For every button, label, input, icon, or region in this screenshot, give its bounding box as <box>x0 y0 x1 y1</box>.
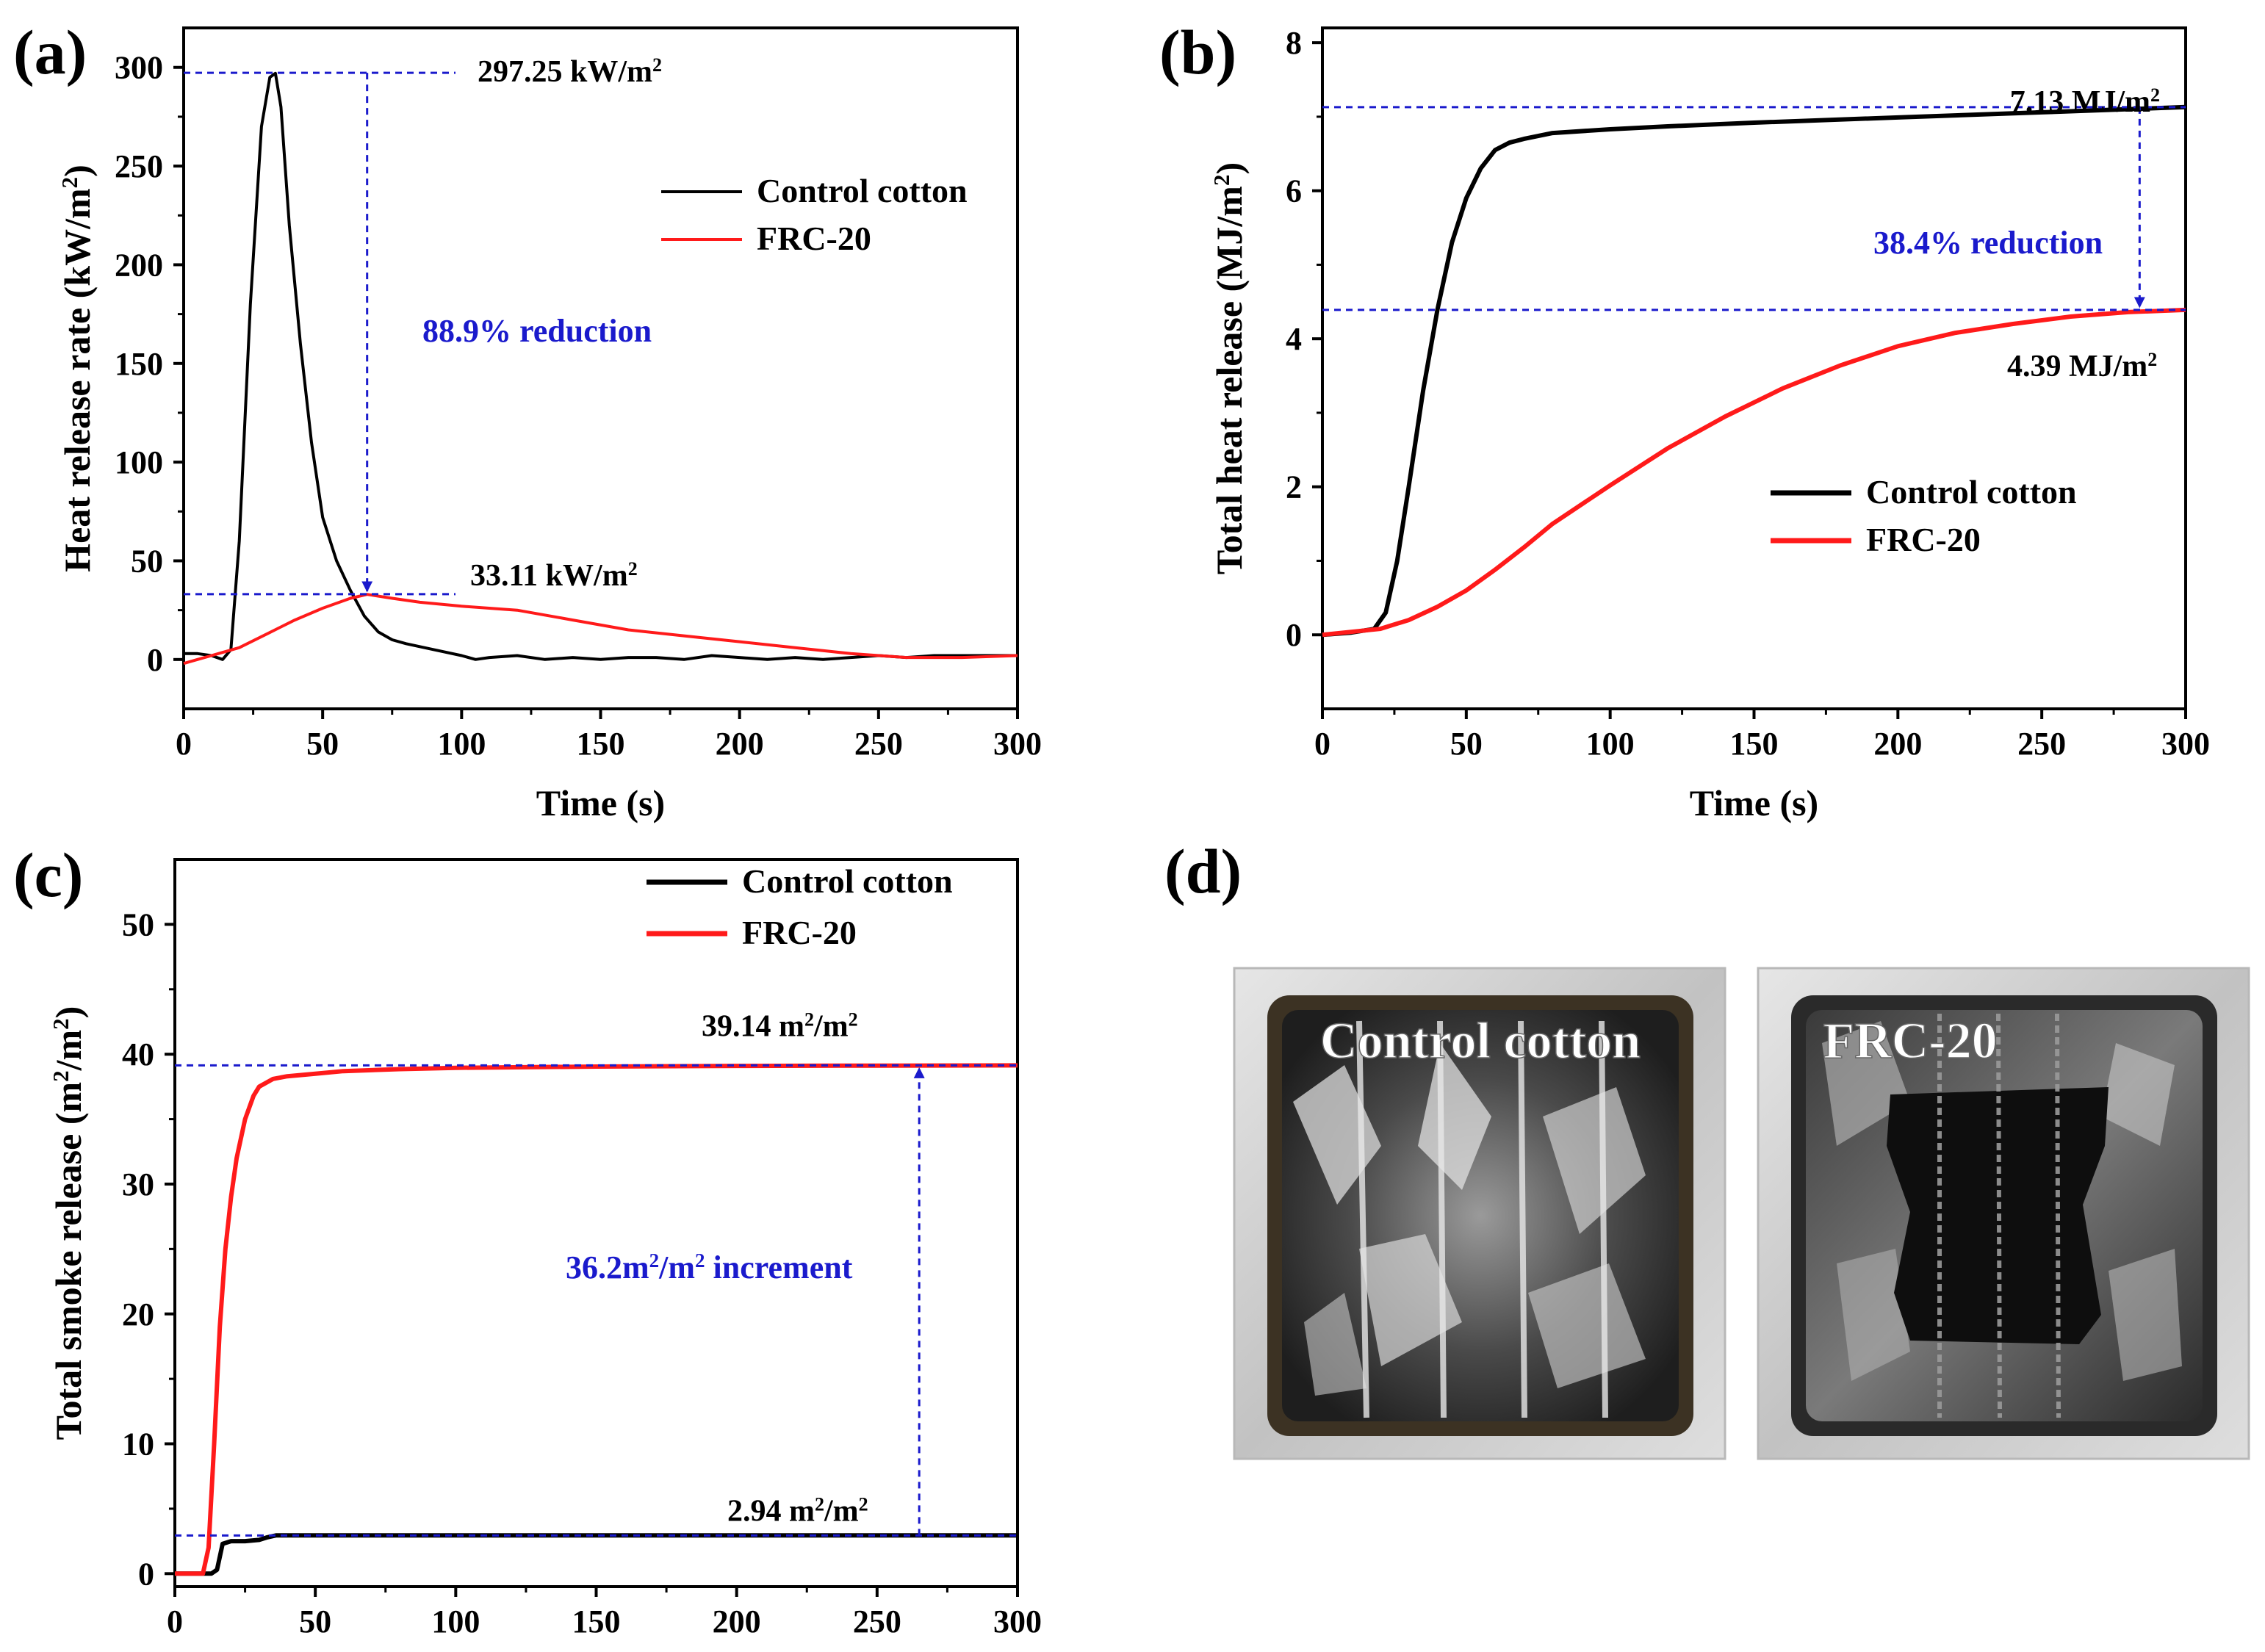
x-tick-label: 0 <box>176 726 192 762</box>
y-tick-label: 50 <box>131 543 163 579</box>
legend-label-frc20: FRC-20 <box>757 220 871 257</box>
y-tick-label: 200 <box>115 247 163 283</box>
y-tick-label: 4 <box>1286 321 1302 357</box>
x-tick-label: 100 <box>431 1604 480 1640</box>
panel-d-label: (d) <box>1164 836 1242 906</box>
x-tick-label: 50 <box>306 726 339 762</box>
panel-a-label: (a) <box>13 17 87 87</box>
x-tick-label: 250 <box>2017 726 2066 762</box>
legend-label-control: Control cotton <box>1866 473 2077 511</box>
x-tick-label: 100 <box>1586 726 1635 762</box>
y-tick-label: 0 <box>138 1556 154 1592</box>
control-cotton-caption: Control cotton <box>1320 1013 1641 1070</box>
control-cotton-line <box>1322 104 2186 638</box>
legend: Control cotton FRC-20 <box>647 862 953 951</box>
y-tick-label: 40 <box>122 1036 154 1072</box>
legend: Control cotton FRC-20 <box>661 172 968 257</box>
y-tick-label: 30 <box>122 1166 154 1202</box>
legend-label-control: Control cotton <box>757 172 968 209</box>
annotation-peak-frc20: 33.11 kW/m2 <box>470 558 638 593</box>
x-tick-label: 300 <box>2161 726 2210 762</box>
annotation-control-final: 2.94 m2/m2 <box>727 1493 868 1529</box>
x-tick-label: 150 <box>572 1604 621 1640</box>
y-tick-label: 100 <box>115 444 163 480</box>
x-tick-label: 0 <box>1314 726 1330 762</box>
x-tick-label: 150 <box>577 726 625 762</box>
control-cotton-photo: Control cotton <box>1233 967 1726 1460</box>
frc20-line <box>1322 307 2186 638</box>
x-tick-label: 200 <box>713 1604 761 1640</box>
x-tick-label: 50 <box>1450 726 1483 762</box>
annotation-control-final: 7.13 MJ/m2 <box>2010 84 2160 120</box>
annotation-reduction: 38.4% reduction <box>1873 225 2103 261</box>
legend: Control cotton FRC-20 <box>1771 473 2077 558</box>
control-cotton-line <box>175 1533 1018 1576</box>
y-tick-label: 0 <box>1286 617 1302 653</box>
y-axis-label: Heat release rate (kW/m2) <box>57 165 98 572</box>
x-tick-label: 150 <box>1730 726 1779 762</box>
x-axis-label: Time (s) <box>1690 782 1818 823</box>
panel-b: (b) 0 50 100 150 200 250 300 0 2 4 6 8 Time (s) Total … <box>1159 17 2210 823</box>
y-tick-label: 0 <box>147 642 163 678</box>
x-tick-label: 0 <box>167 1604 183 1640</box>
x-tick-label: 250 <box>854 726 903 762</box>
x-tick-label: 200 <box>1873 726 1922 762</box>
annotation-frc20-final: 4.39 MJ/m2 <box>2007 349 2157 384</box>
frc20-photo: FRC-20 <box>1757 967 2250 1460</box>
x-tick-label: 50 <box>299 1604 331 1640</box>
legend-label-frc20: FRC-20 <box>1866 521 1981 558</box>
y-tick-label: 300 <box>115 50 163 86</box>
plot-frame <box>173 858 1019 1588</box>
panel-b-label: (b) <box>1159 17 1236 87</box>
panel-c-label: (c) <box>13 840 83 910</box>
y-tick-label: 20 <box>122 1296 154 1332</box>
panel-d: (d) Control cotton <box>1164 836 2250 1460</box>
y-tick-label: 150 <box>115 346 163 382</box>
x-tick-label: 250 <box>853 1604 901 1640</box>
y-axis-label: Total smoke release (m2/m2) <box>48 1006 90 1440</box>
y-tick-label: 8 <box>1286 25 1302 61</box>
y-axis-label: Total heat release (MJ/m2) <box>1209 162 1250 574</box>
annotation-reduction: 88.9% reduction <box>422 313 652 349</box>
legend-label-control: Control cotton <box>742 862 953 900</box>
y-tick-label: 2 <box>1286 469 1302 505</box>
annotation-peak-control: 297.25 kW/m2 <box>478 54 662 90</box>
x-axis-label: Time (s) <box>536 782 665 823</box>
y-tick-label: 50 <box>122 906 154 942</box>
control-cotton-line <box>184 71 1018 661</box>
x-tick-label: 100 <box>437 726 486 762</box>
x-tick-label: 300 <box>993 726 1042 762</box>
frc20-caption: FRC-20 <box>1823 1013 1997 1070</box>
y-tick-label: 250 <box>115 148 163 184</box>
panel-a: (a) 0 50 100 150 200 250 300 0 50 100 150 200 250 300 T… <box>13 17 1042 823</box>
panel-c: (c) 0 50 100 150 200 250 300 0 10 20 30 40 50 Total sm… <box>13 840 1042 1640</box>
annotation-increment: 36.2m2/m2 increment <box>566 1249 853 1285</box>
y-tick-label: 6 <box>1286 173 1302 209</box>
x-tick-label: 200 <box>716 726 764 762</box>
plot-frame <box>182 26 1019 710</box>
frc20-line <box>175 1063 1018 1576</box>
annotation-frc20-final: 39.14 m2/m2 <box>702 1009 858 1044</box>
x-tick-label: 300 <box>993 1604 1042 1640</box>
frc20-line <box>183 593 1018 666</box>
legend-label-frc20: FRC-20 <box>742 914 857 951</box>
y-tick-label: 10 <box>122 1426 154 1462</box>
